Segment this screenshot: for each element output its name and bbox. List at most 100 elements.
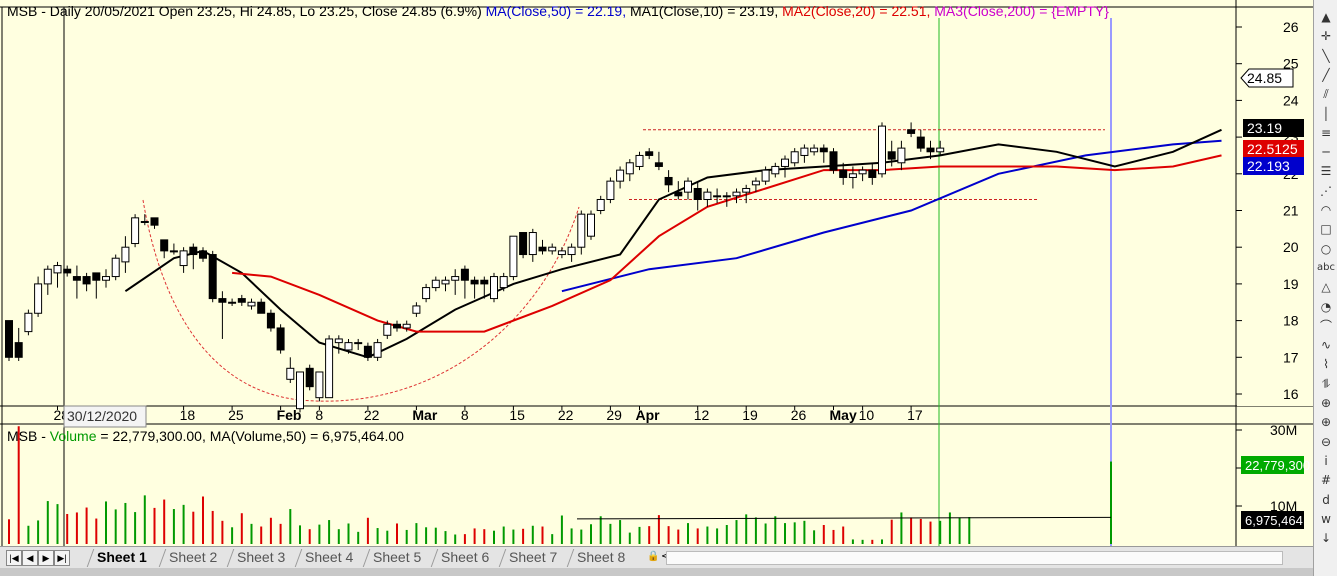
horizontal-line-icon[interactable]: ─ bbox=[1322, 145, 1330, 160]
value-tag-label: 22.193 bbox=[1247, 158, 1290, 174]
candle bbox=[373, 338, 382, 361]
sheet-tab[interactable]: Sheet 5 bbox=[373, 549, 422, 565]
value-tag-box bbox=[1243, 157, 1304, 175]
arrow-up-icon[interactable]: ▲ bbox=[1321, 10, 1331, 24]
candle bbox=[839, 162, 848, 185]
date-tooltip-box bbox=[63, 405, 147, 428]
last-volume-tag: 22,779,300 bbox=[1241, 456, 1310, 474]
arc-icon[interactable]: ◠ bbox=[1320, 203, 1332, 217]
levels-icon[interactable]: ☰ bbox=[1320, 164, 1332, 179]
horizontal-scrollbar[interactable] bbox=[666, 551, 1283, 565]
candle bbox=[790, 148, 799, 167]
value-tag-label: 22.5125 bbox=[1247, 141, 1298, 157]
andrews-icon[interactable]: ⥮ bbox=[1321, 376, 1331, 391]
sheet-tab[interactable]: Sheet 3 bbox=[237, 549, 286, 565]
up-candle-body bbox=[742, 187, 751, 193]
candle bbox=[732, 188, 741, 204]
rectangle-icon[interactable]: □ bbox=[1320, 222, 1332, 237]
date-tick-label: 17 bbox=[907, 407, 923, 423]
zigzag-icon[interactable]: ⌇ bbox=[1323, 357, 1329, 372]
candle bbox=[703, 188, 712, 207]
arc-line-icon[interactable]: ⌒ bbox=[1319, 318, 1332, 333]
prev-sheet-button[interactable]: ◀ bbox=[22, 550, 38, 566]
down-candle-body bbox=[5, 320, 13, 358]
candle bbox=[684, 177, 692, 200]
date-tick-label: 8 bbox=[315, 407, 323, 423]
triangle-icon[interactable]: △ bbox=[1321, 280, 1331, 295]
volume-title-text: MSB - Volume = 22,779,300.00, MA(Volume,… bbox=[7, 428, 404, 444]
ellipse-icon[interactable]: ○ bbox=[1320, 241, 1332, 256]
value-tag: 24.85 bbox=[1240, 68, 1294, 88]
up-candle-body bbox=[490, 276, 498, 300]
up-candle-body bbox=[451, 276, 460, 281]
channel-icon[interactable]: ⫽ bbox=[1323, 87, 1329, 102]
trendline-icon[interactable]: ╲ bbox=[1322, 48, 1330, 63]
delete-icon[interactable]: d bbox=[1322, 492, 1330, 507]
up-candle-body bbox=[596, 198, 605, 212]
zoom-out-icon[interactable]: ⊖ bbox=[1320, 434, 1332, 449]
volume-ma-line bbox=[576, 516, 1112, 520]
sheet-tab[interactable]: Sheet 7 bbox=[509, 549, 558, 565]
up-candle-body bbox=[732, 191, 741, 197]
up-candle-body bbox=[325, 338, 334, 399]
candle bbox=[577, 210, 586, 255]
up-candle-body bbox=[334, 338, 343, 344]
fibonacci-icon[interactable]: ≡ bbox=[1320, 125, 1332, 140]
up-candle-body bbox=[625, 162, 634, 175]
last-sheet-button[interactable]: ▶| bbox=[54, 550, 70, 566]
price-axis-background bbox=[1237, 8, 1313, 406]
vertical-line-icon[interactable]: │ bbox=[1322, 106, 1330, 121]
cycle-icon[interactable]: ◔ bbox=[1320, 299, 1332, 314]
date-tick-label: 18 bbox=[180, 407, 196, 423]
gann-icon[interactable]: ⊕ bbox=[1320, 396, 1332, 410]
fan-icon[interactable]: ⋰ bbox=[1320, 183, 1332, 198]
candle bbox=[848, 166, 857, 189]
info-icon[interactable]: i bbox=[1324, 453, 1328, 468]
lock-icon[interactable]: 🔒 bbox=[647, 551, 660, 562]
up-candle-body bbox=[53, 265, 62, 274]
up-candle-body bbox=[781, 158, 789, 167]
hash-icon[interactable]: # bbox=[1320, 473, 1332, 488]
ray-icon[interactable]: ╱ bbox=[1322, 67, 1330, 82]
candle bbox=[781, 155, 789, 178]
candle bbox=[247, 298, 256, 310]
up-candle-body bbox=[344, 342, 353, 351]
candle bbox=[878, 122, 886, 178]
sheet-tab[interactable]: Sheet 2 bbox=[169, 549, 218, 565]
up-candle-body bbox=[247, 301, 256, 307]
first-sheet-button[interactable]: |◀ bbox=[6, 550, 22, 566]
down-candle-body bbox=[72, 276, 81, 281]
down-candle-body bbox=[887, 151, 896, 160]
write-icon[interactable]: w bbox=[1321, 511, 1331, 526]
down-candle-body bbox=[664, 176, 673, 186]
up-candle-body bbox=[412, 305, 421, 314]
ma-volume-tag: 6,975,464 bbox=[1241, 511, 1304, 529]
up-candle-body bbox=[936, 147, 945, 153]
drawing-toolbar: ▲ ✛ ╲ ╱ ⫽ │ ≡ ─ ☰ ⋰ ◠ □ ○ abc △ ◔ ⌒ ∿ ⌇ ⥮ ⊕ ⊕ ⊖ i # d w ↓ bbox=[1313, 0, 1337, 576]
up-candle-body bbox=[179, 250, 188, 267]
sheet-tab[interactable]: Sheet 8 bbox=[577, 549, 626, 565]
crosshair-icon[interactable]: ✛ bbox=[1320, 29, 1332, 44]
down-candle-body bbox=[839, 169, 848, 178]
sheet-tab[interactable]: Sheet 1 bbox=[97, 549, 147, 565]
sheet-tab[interactable]: Sheet 4 bbox=[305, 549, 354, 565]
wave-icon[interactable]: ∿ bbox=[1320, 338, 1332, 353]
price-chart-title: MSB - Daily 20/05/2021 Open 23.25, Hi 24… bbox=[7, 3, 1109, 19]
candle bbox=[72, 265, 81, 299]
text-tool-icon[interactable]: abc bbox=[1317, 261, 1335, 273]
candle bbox=[509, 235, 518, 281]
candle bbox=[742, 184, 751, 204]
zoom-in-icon[interactable]: ⊕ bbox=[1320, 415, 1332, 430]
candle bbox=[916, 129, 925, 152]
candle bbox=[296, 371, 304, 413]
pin-icon[interactable]: ↓ bbox=[1320, 531, 1332, 546]
candle bbox=[499, 272, 508, 292]
up-candle-body bbox=[761, 169, 770, 182]
candle bbox=[480, 276, 489, 299]
next-sheet-button[interactable]: ▶ bbox=[38, 550, 54, 566]
sheet-tab[interactable]: Sheet 6 bbox=[441, 549, 490, 565]
last-volume-tag-label: 22,779,300 bbox=[1245, 458, 1310, 473]
price-grid bbox=[0, 0, 1313, 546]
down-candle-body bbox=[538, 246, 547, 252]
